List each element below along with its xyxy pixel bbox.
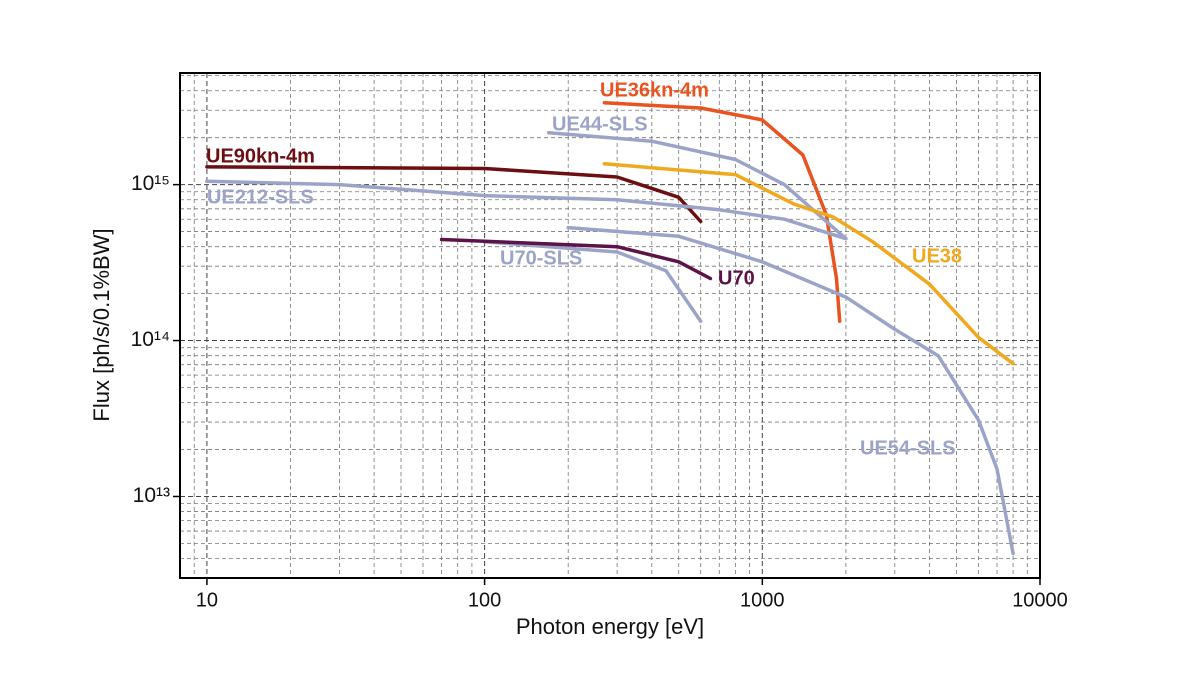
x-tick-label: 100 — [468, 589, 501, 611]
series-label: UE44-SLS — [552, 113, 648, 135]
series-line — [602, 162, 1015, 366]
y-tick-label: 10¹⁴ — [131, 328, 170, 351]
series-line — [205, 179, 848, 241]
series-label: UE90kn-4m — [206, 145, 315, 167]
y-tick-label: 10¹³ — [133, 484, 170, 507]
series-line — [482, 240, 703, 323]
series-label: UE212-SLS — [207, 186, 314, 208]
series-line — [439, 237, 713, 281]
x-tick-label: 1000 — [740, 589, 785, 611]
x-tick-label: 10 — [196, 589, 218, 611]
series-label: UE36kn-4m — [600, 79, 709, 101]
series-label: UE38 — [912, 245, 962, 267]
series-label: UE54-SLS — [860, 437, 956, 459]
series-label: U70 — [718, 267, 755, 289]
y-tick-label: 10¹⁵ — [131, 172, 170, 195]
series-line — [566, 225, 1015, 556]
series-line — [546, 131, 848, 241]
x-axis-label: Photon energy [eV] — [516, 614, 704, 639]
series-label: U70-SLS — [500, 247, 582, 269]
y-axis-label: Flux [ph/s/0.1%BW] — [89, 228, 114, 421]
series-line — [602, 101, 842, 323]
plot-frame — [179, 72, 1041, 579]
x-tick-label: 10000 — [1012, 589, 1068, 611]
